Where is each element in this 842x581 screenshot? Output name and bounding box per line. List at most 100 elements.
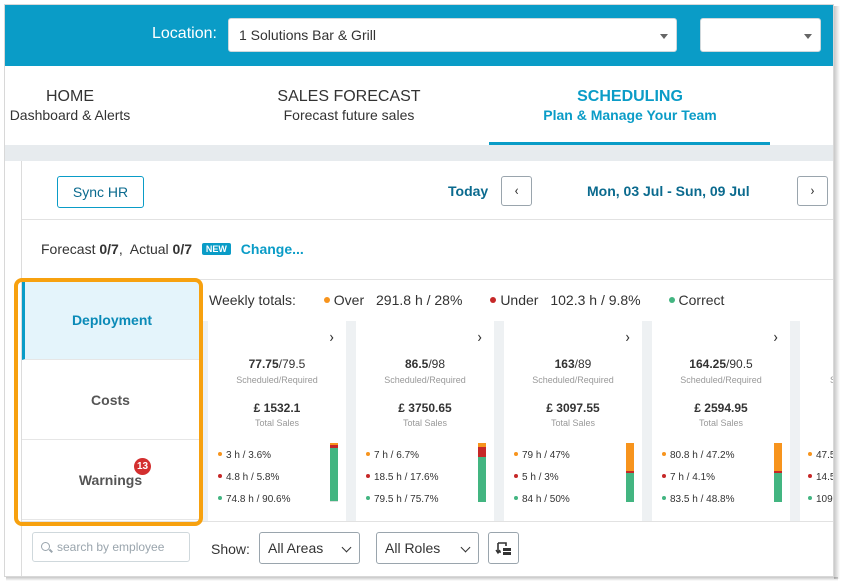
areas-dropdown[interactable]: All Areas (259, 532, 360, 564)
chevron-down-icon (460, 542, 471, 553)
scheduled-caption: Scheduled/Required (532, 375, 614, 385)
weekly-over-value: 291.8 h / 28% (376, 292, 463, 308)
scheduled-caption: Scheduled/Required (680, 375, 762, 385)
location-select[interactable]: 1 Solutions Bar & Grill (228, 18, 677, 52)
nav-home-subtitle: Dashboard & Alerts (9, 107, 131, 123)
scheduled-caption: Sc (830, 375, 833, 385)
stat-over: 79 h / 47% (514, 445, 570, 467)
secondary-select[interactable] (700, 18, 821, 52)
total-sales: £ 1532.1 (253, 401, 301, 415)
caret-down-icon (660, 34, 668, 39)
bar-segment-correct (478, 457, 486, 502)
stat-correct: 79.5 h / 75.7% (366, 489, 439, 511)
coverage-bar (478, 443, 486, 502)
weekly-under-value: 102.3 h / 9.8% (550, 292, 641, 308)
day-card[interactable]: › 164.25/90.5 Scheduled/Required £ 2594.… (652, 321, 790, 521)
bar-segment-under (478, 447, 486, 457)
weekly-under-label: Under (500, 292, 539, 308)
day-card[interactable]: › 77.75/79.5 Scheduled/Required £ 1532.1… (208, 321, 346, 521)
chevron-right-icon[interactable]: › (329, 327, 334, 346)
bar-segment-over (478, 443, 486, 447)
chevron-right-icon[interactable]: › (773, 327, 778, 346)
tab-warnings-label: Warnings (78, 472, 143, 488)
nav-scheduling[interactable]: SCHEDULING Plan & Manage Your Team (489, 88, 771, 123)
active-tab-underline (489, 142, 770, 145)
bar-segment-correct (774, 473, 782, 502)
weekly-over-label: Over (333, 292, 365, 308)
app-window: Location: 1 Solutions Bar & Grill HOME D… (4, 4, 834, 577)
tab-warnings[interactable]: Warnings 13 (22, 440, 199, 520)
stat-under: 4.8 h / 5.8% (218, 467, 291, 489)
bar-segment-over (626, 443, 634, 471)
window-shadow (6, 577, 838, 581)
bar-segment-over (774, 443, 782, 471)
nav-home[interactable]: HOME Dashboard & Alerts (5, 88, 135, 123)
prev-week-button[interactable]: ‹ (501, 176, 532, 206)
nav-scheduling-title: SCHEDULING (577, 88, 683, 105)
top-bar: Location: 1 Solutions Bar & Grill (5, 5, 833, 66)
window-shadow (834, 6, 840, 579)
coverage-bar (626, 443, 634, 502)
day-card[interactable]: Sc 47.5 14.5 109. (800, 321, 833, 521)
weekly-totals: Weekly totals: Over 291.8 h / 28% Under … (209, 292, 724, 308)
day-card[interactable]: › 163/89 Scheduled/Required £ 3097.55 To… (504, 321, 642, 521)
card-stats: 3 h / 3.6% 4.8 h / 5.8% 74.8 h / 90.6% (218, 445, 291, 511)
search-icon (41, 542, 50, 551)
coverage-bar (774, 443, 782, 502)
weekly-over: Over 291.8 h / 28% (323, 292, 467, 308)
nav-sales-forecast[interactable]: SALES FORECAST Forecast future sales (267, 88, 431, 123)
roles-dropdown[interactable]: All Roles (376, 532, 479, 564)
bar-segment-under (774, 471, 782, 473)
weekly-correct: Correct (668, 292, 724, 308)
card-stats: 79 h / 47% 5 h / 3% 84 h / 50% (514, 445, 570, 511)
total-sales: £ 2594.95 (694, 401, 748, 415)
show-label: Show: (211, 541, 250, 557)
bar-segment-correct (330, 448, 338, 501)
chevron-right-icon[interactable]: › (625, 327, 630, 346)
stat-over: 7 h / 6.7% (366, 445, 439, 467)
location-select-value: 1 Solutions Bar & Grill (239, 27, 376, 43)
swap-view-icon (495, 542, 511, 555)
bar-segment-correct (626, 473, 634, 502)
toggle-view-button[interactable] (488, 532, 519, 564)
employee-search-input[interactable]: search by employee (32, 532, 190, 562)
card-stats: 47.5 14.5 109. (808, 445, 833, 511)
nav-sales-subtitle: Forecast future sales (283, 107, 415, 123)
stat-under: 14.5 (808, 467, 833, 489)
forecast-status: Forecast 0/7, Actual 0/7 NEW Change... (41, 241, 304, 257)
tab-costs[interactable]: Costs (22, 360, 199, 440)
new-badge: NEW (201, 243, 231, 255)
today-button[interactable]: Today (448, 183, 489, 199)
sales-caption: Total Sales (254, 418, 300, 428)
next-week-button[interactable]: › (797, 176, 828, 206)
actual-value: 0/7 (172, 241, 193, 257)
chevron-right-icon[interactable]: › (477, 327, 482, 346)
nav-home-title: HOME (46, 88, 94, 105)
sales-caption: Total Sales (698, 418, 744, 428)
stat-correct: 74.8 h / 90.6% (218, 489, 291, 511)
tab-deployment[interactable]: Deployment (22, 280, 199, 360)
total-sales: £ 3097.55 (546, 401, 600, 415)
scheduled-caption: Scheduled/Required (384, 375, 466, 385)
day-card[interactable]: › 86.5/98 Scheduled/Required £ 3750.65 T… (356, 321, 494, 521)
stat-over: 47.5 (808, 445, 833, 467)
areas-dropdown-value: All Areas (268, 540, 324, 556)
scheduling-panel: Sync HR Today ‹ Mon, 03 Jul - Sun, 09 Ju… (21, 161, 833, 576)
change-link[interactable]: Change... (240, 241, 304, 257)
actual-label: Actual (129, 241, 169, 257)
sync-hr-button[interactable]: Sync HR (57, 176, 144, 208)
main-nav: HOME Dashboard & Alerts SALES FORECAST F… (5, 66, 833, 148)
bar-segment-under (330, 445, 338, 448)
forecast-value: 0/7 (99, 241, 119, 257)
day-cards: › 77.75/79.5 Scheduled/Required £ 1532.1… (200, 321, 833, 521)
divider (22, 279, 833, 280)
nav-sales-title: SALES FORECAST (277, 88, 421, 105)
stat-under: 5 h / 3% (514, 467, 570, 489)
scheduled-required: 86.5/98 (404, 357, 446, 371)
caret-down-icon (804, 34, 812, 39)
scheduled-required: 77.75/79.5 (248, 357, 306, 371)
card-stats: 7 h / 6.7% 18.5 h / 17.6% 79.5 h / 75.7% (366, 445, 439, 511)
sales-caption: Total Sales (550, 418, 596, 428)
scheduled-caption: Scheduled/Required (236, 375, 318, 385)
scheduled-required: 164.25/90.5 (689, 357, 753, 371)
